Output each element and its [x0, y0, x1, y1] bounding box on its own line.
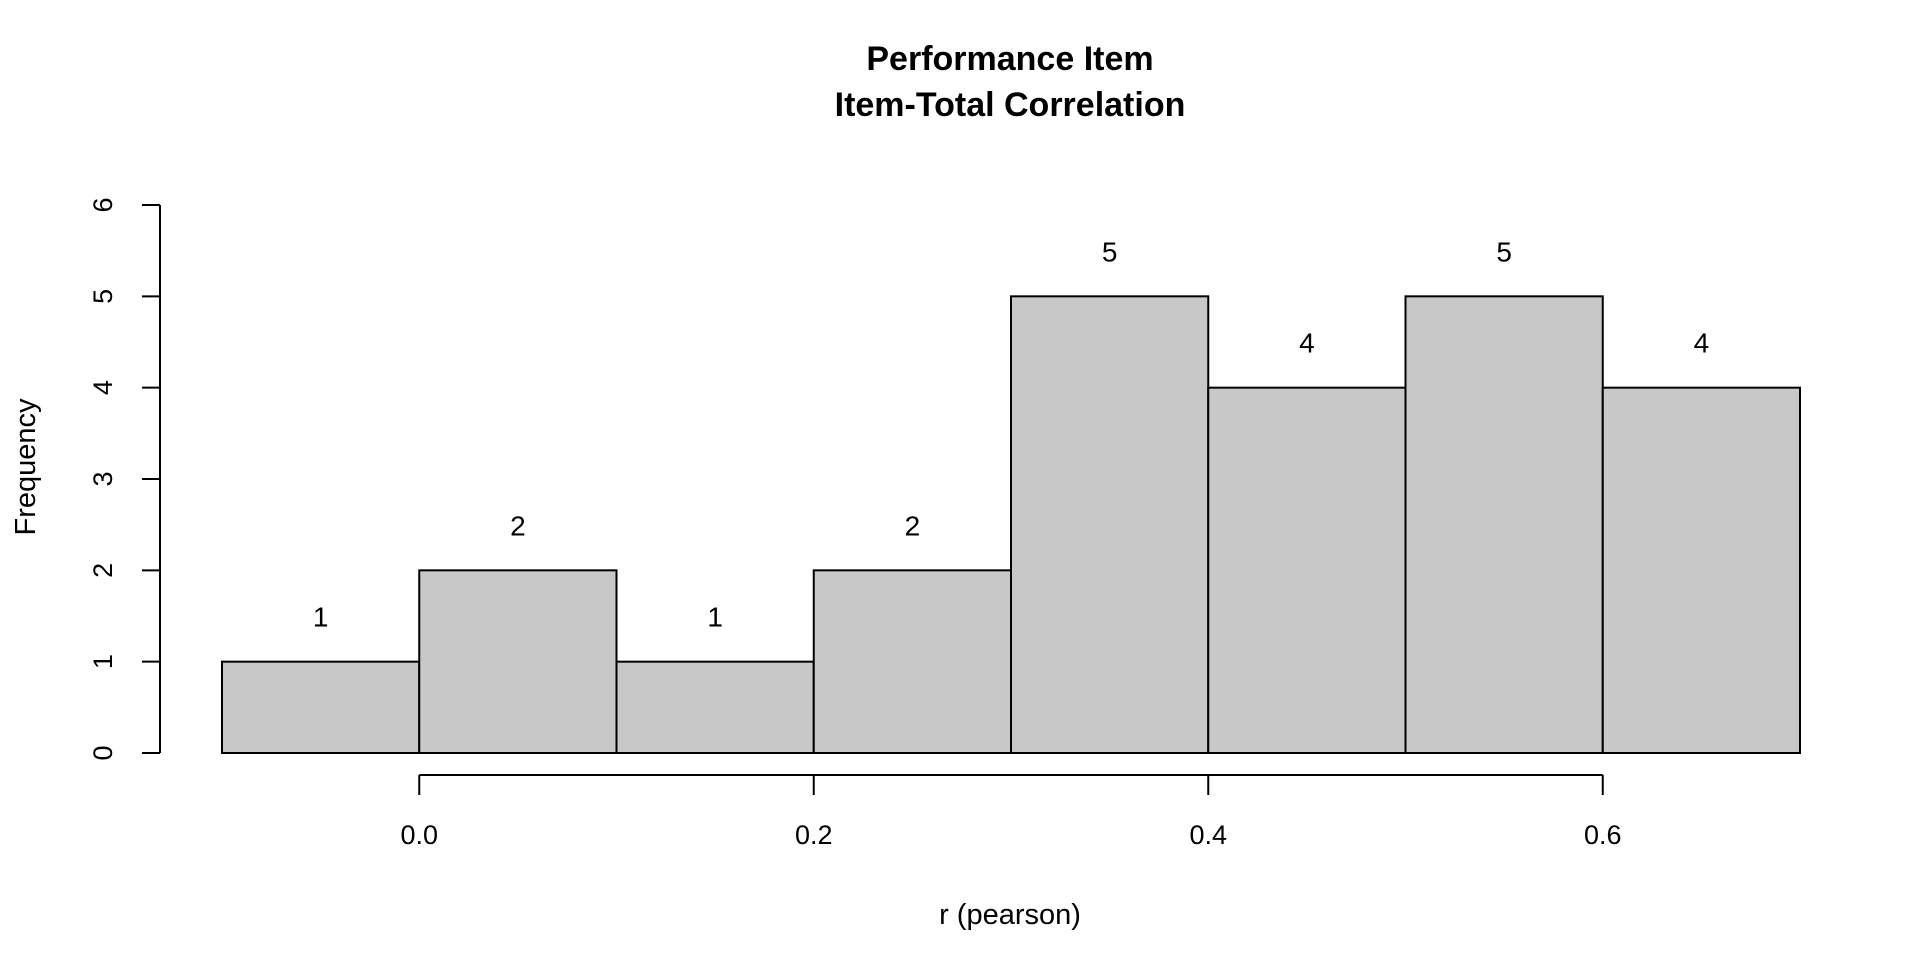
- y-tick-label: 5: [88, 289, 118, 304]
- y-tick-label: 2: [88, 563, 118, 578]
- chart-title: Performance Item: [866, 40, 1153, 78]
- chart-subtitle: Item-Total Correlation: [835, 86, 1186, 124]
- x-tick-label: 0.2: [795, 820, 833, 850]
- y-tick-label: 3: [88, 471, 118, 486]
- bars-group: [221, 295, 1801, 755]
- x-axis-label: r (pearson): [939, 899, 1081, 931]
- histogram-bar: [1404, 295, 1604, 754]
- x-tick-label: 0.0: [400, 820, 438, 850]
- bar-count-label: 4: [1694, 328, 1710, 359]
- y-axis: 0 1 2 3 4 5 6: [88, 197, 161, 761]
- y-tick-label: 1: [88, 654, 118, 669]
- y-tick-label: 4: [88, 380, 118, 395]
- histogram-bar: [615, 660, 815, 755]
- histogram-bar: [812, 569, 1012, 754]
- histogram-bar: [221, 660, 421, 755]
- x-tick-label: 0.6: [1584, 820, 1622, 850]
- histogram-bar: [418, 569, 618, 754]
- bar-count-label: 1: [707, 602, 723, 633]
- y-tick-label: 0: [88, 745, 118, 760]
- histogram-bar: [1601, 386, 1801, 754]
- bar-count-label: 1: [313, 602, 329, 633]
- bar-count-label: 4: [1299, 328, 1315, 359]
- y-axis-label: Frequency: [10, 398, 42, 536]
- bar-count-label: 5: [1102, 236, 1118, 267]
- y-tick-label: 6: [88, 197, 118, 212]
- x-axis: 0.0 0.2 0.4 0.6: [400, 774, 1622, 850]
- bar-labels-group: 1 2 1 2 5 4 5 4: [313, 236, 1709, 632]
- histogram-bar: [1010, 295, 1210, 754]
- bar-count-label: 2: [905, 510, 921, 541]
- bar-count-label: 5: [1496, 236, 1512, 267]
- histogram-bar: [1207, 386, 1407, 754]
- x-tick-label: 0.4: [1189, 820, 1227, 850]
- bar-count-label: 2: [510, 510, 526, 541]
